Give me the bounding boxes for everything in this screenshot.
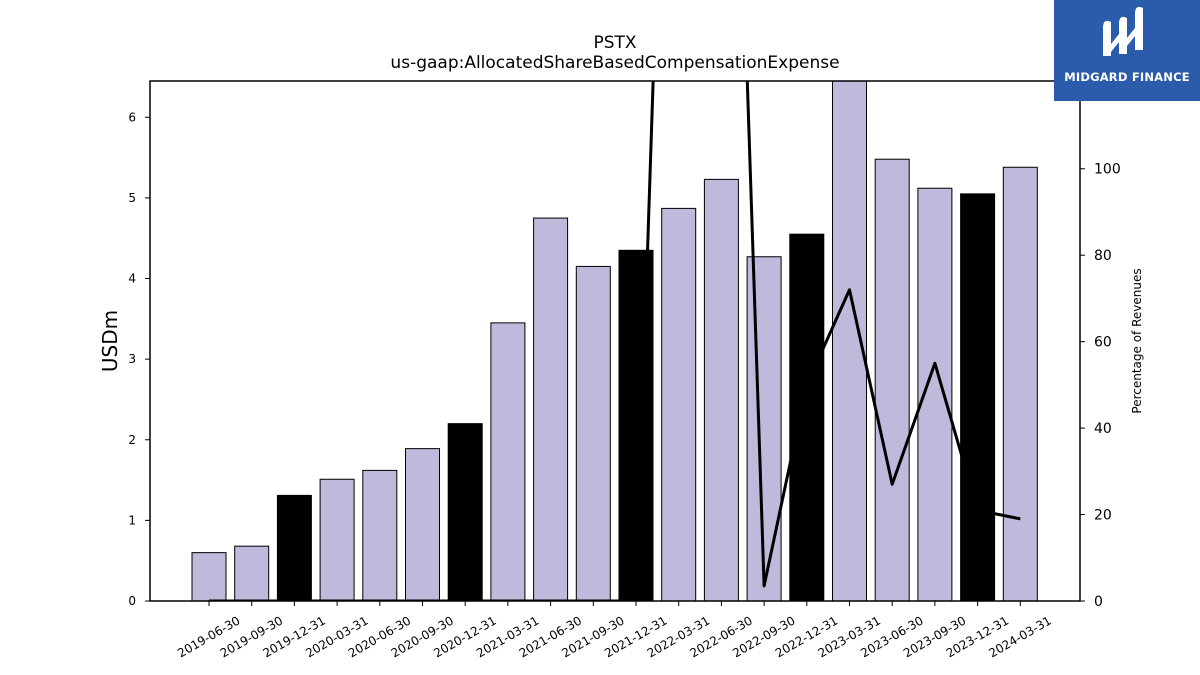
bar-2021-06-30 [533,217,569,602]
y2-tick-label: 0 [1094,594,1103,610]
midgard-finance-logo: MIDGARD FINANCE [1054,0,1200,101]
bar-2021-09-30 [575,265,611,602]
chart-title: PSTX [593,33,636,53]
bar-2020-12-31 [447,423,483,602]
y-tick-label: 6 [128,110,136,124]
bar-2022-03-31 [661,207,697,602]
y2-tick-label: 60 [1094,335,1112,351]
bar-2020-06-30 [362,469,398,602]
y-tick-label: 0 [128,594,136,608]
bar-2022-12-31 [789,233,825,602]
logo-text: MIDGARD FINANCE [1064,70,1190,84]
bar-2020-09-30 [405,448,440,602]
x-axis: 2019-06-302019-09-302019-12-312020-03-31… [175,601,1054,660]
y-tick-label: 4 [128,272,136,286]
chart-subtitle: us-gaap:AllocatedShareBasedCompensationE… [390,53,839,73]
line-layer [209,81,1021,601]
bar-2020-03-31 [319,478,355,602]
y-tick-label: 2 [128,433,136,447]
bar-2019-12-31 [276,494,312,602]
y-axis: 0 1 2 3 4 5 6 [128,110,150,608]
bar-2021-03-31 [490,322,526,602]
y2-tick-label: 40 [1094,421,1112,437]
midgard-m-logo-icon [1103,6,1143,56]
y2-axis-label: Percentage of Revenues [1130,268,1144,413]
bar-2023-06-30 [874,158,910,602]
y-tick-label: 3 [128,352,136,366]
y2-tick-label: 100 [1094,162,1121,178]
plot-frame [149,80,1081,602]
bars-layer [191,80,1038,602]
bar-2021-12-31 [618,249,654,602]
y2-tick-label: 80 [1094,248,1112,264]
y2-tick-label: 20 [1094,508,1112,524]
bar-2024-03-31 [1002,166,1038,602]
y-tick-label: 5 [128,191,136,205]
y-axis-label: USDm [98,310,122,372]
bar-2023-12-31 [960,193,996,602]
bar-2019-09-30 [234,545,270,602]
y-tick-label: 1 [128,513,136,527]
bar-2022-06-30 [703,178,739,602]
percentage-line [209,81,1021,601]
y2-axis: 0 20 40 60 80 100 [1080,162,1121,610]
bar-2019-06-30 [191,552,227,602]
